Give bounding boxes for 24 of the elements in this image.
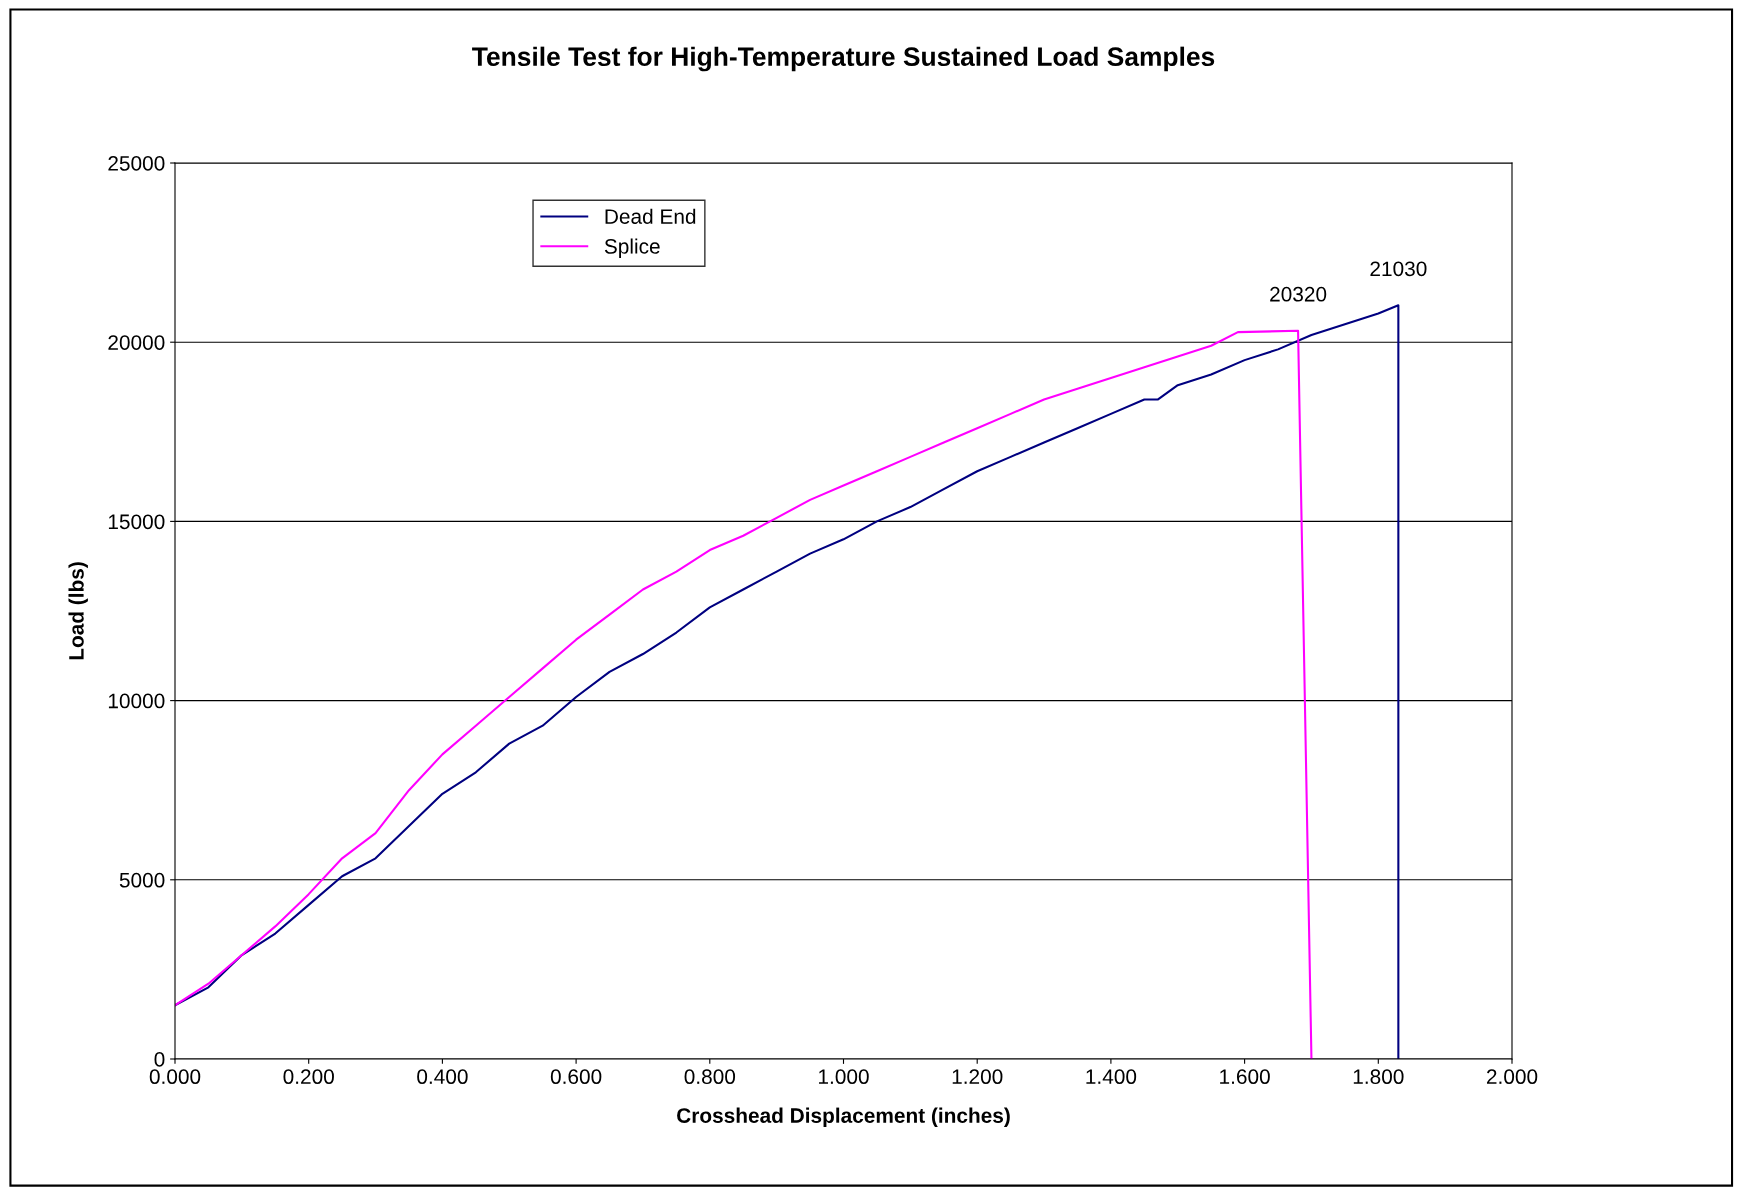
y-tick-label: 25000	[108, 156, 165, 171]
y-tick-label: 0	[154, 1052, 165, 1067]
x-tick-label: 0.000	[149, 1069, 201, 1085]
legend-label: Splice	[604, 238, 660, 258]
x-axis-title: Crosshead Displacement (inches)	[677, 1107, 1010, 1128]
annotation: 20320	[1270, 286, 1327, 302]
y-axis-title: Load (lbs)	[68, 562, 88, 660]
y-tick-label: 20000	[108, 335, 165, 350]
x-tick-label: 1.600	[1220, 1069, 1270, 1085]
x-tick-label: 1.000	[819, 1069, 869, 1085]
y-tick-label: 5000	[119, 872, 165, 888]
x-tick-label: 1.200	[952, 1069, 1003, 1085]
chart-title: Tensile Test for High-Temperature Sustained Load Samples	[472, 46, 1215, 72]
x-tick-label: 1.400	[1086, 1069, 1137, 1085]
y-tick-label: 15000	[108, 514, 165, 530]
y-tick-label: 10000	[108, 693, 165, 709]
x-tick-label: 0.200	[283, 1069, 334, 1085]
x-tick-label: 0.400	[417, 1069, 468, 1085]
x-tick-label: 0.600	[550, 1069, 602, 1085]
x-tick-label: 2.000	[1486, 1069, 1538, 1085]
x-tick-label: 1.800	[1353, 1069, 1404, 1085]
legend-label: Dead End	[605, 208, 696, 224]
annotation: 21030	[1370, 261, 1427, 277]
x-tick-label: 0.800	[684, 1069, 736, 1085]
